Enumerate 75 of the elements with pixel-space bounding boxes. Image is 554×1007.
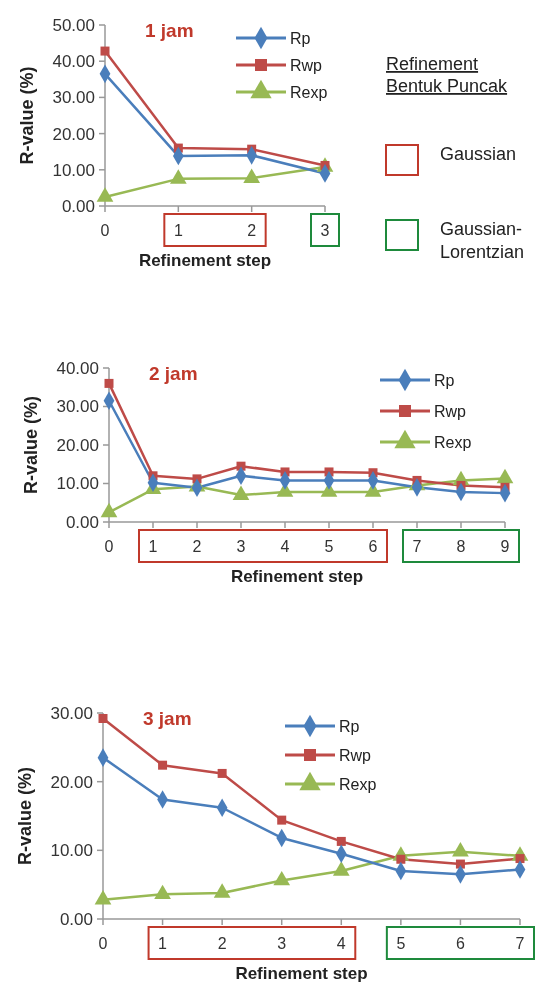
x-tick-label: 1: [148, 537, 158, 555]
point: [169, 169, 187, 184]
y-tick-label: 10.00: [52, 160, 95, 180]
x-tick-label: 2: [217, 934, 227, 952]
x-axis-title: Refinement step: [138, 251, 272, 270]
point: [243, 168, 261, 183]
y-tick-label: 30.00: [56, 397, 99, 417]
x-tick-label: 5: [396, 934, 406, 952]
y-axis-title: R-value (%): [15, 766, 35, 866]
y-tick-label: 0.00: [61, 196, 95, 216]
legend-label: Rwp: [290, 56, 323, 74]
point: [396, 854, 406, 864]
x-tick-label: 8: [456, 537, 466, 555]
y-tick-label: 20.00: [52, 124, 95, 144]
x-tick-label: 1: [158, 934, 168, 952]
x-tick-label: 3: [277, 934, 287, 952]
y-tick-label: 50.00: [52, 15, 95, 35]
text: Gaussian: [440, 144, 517, 164]
text: Gaussian-Lorentzian: [440, 219, 525, 262]
y-axis-title: R-value (%): [17, 66, 37, 165]
x-tick-label: 0: [100, 221, 110, 239]
legend-label: Rexp: [339, 775, 377, 793]
y-tick-label: 10.00: [50, 841, 93, 861]
legend-label: Rp: [290, 29, 311, 47]
point: [154, 884, 171, 900]
y-tick-label: 30.00: [52, 88, 95, 108]
x-tick-label: 6: [455, 934, 465, 952]
y-axis-title: R-value (%): [21, 395, 41, 495]
x-tick-label: 9: [500, 537, 510, 555]
x-tick-label: 4: [336, 934, 346, 952]
x-tick-label: 2: [247, 221, 257, 239]
point: [213, 883, 231, 898]
x-tick-label: 6: [368, 537, 378, 555]
point: [100, 46, 110, 56]
chart-title: 1 jam: [145, 20, 194, 41]
y-tick-label: 20.00: [50, 772, 93, 792]
point: [452, 842, 469, 857]
point: [273, 870, 291, 886]
y-tick-label: 40.00: [56, 358, 99, 378]
x-tick-label: 5: [324, 537, 334, 555]
legend-label: Rwp: [339, 746, 372, 764]
text: Refinement Bentuk Puncak: [386, 54, 509, 96]
chart-title: 3 jam: [143, 708, 192, 729]
x-axis-title: Refinement step: [235, 964, 368, 983]
point: [336, 836, 346, 846]
y-tick-label: 0.00: [59, 909, 93, 929]
point: [94, 890, 112, 905]
x-tick-label: 3: [320, 221, 330, 239]
x-tick-label: 2: [192, 537, 202, 555]
y-tick-label: 20.00: [56, 435, 99, 455]
chart-title: 2 jam: [149, 363, 198, 384]
point: [332, 861, 350, 876]
x-tick-label: 0: [104, 537, 114, 555]
y-tick-label: 10.00: [56, 474, 99, 494]
legend-label: Rwp: [434, 402, 467, 420]
point: [158, 760, 168, 770]
legend-label: Rp: [434, 371, 455, 389]
point: [104, 378, 114, 388]
legend-label: Rp: [339, 717, 360, 735]
x-tick-label: 3: [236, 537, 246, 555]
y-tick-label: 0.00: [65, 512, 99, 532]
point: [217, 768, 227, 778]
x-tick-label: 7: [515, 934, 525, 952]
x-tick-label: 7: [412, 537, 422, 555]
point: [277, 815, 287, 825]
legend-label: Rexp: [434, 433, 472, 451]
point: [515, 854, 525, 864]
x-tick-label: 4: [280, 537, 290, 555]
x-axis-title: Refinement step: [230, 567, 364, 586]
x-tick-label: 1: [173, 221, 183, 239]
x-tick-label: 0: [98, 934, 108, 952]
legend-label: Rexp: [290, 83, 328, 101]
y-tick-label: 30.00: [50, 703, 93, 723]
point: [96, 187, 114, 202]
y-tick-label: 40.00: [52, 52, 95, 72]
